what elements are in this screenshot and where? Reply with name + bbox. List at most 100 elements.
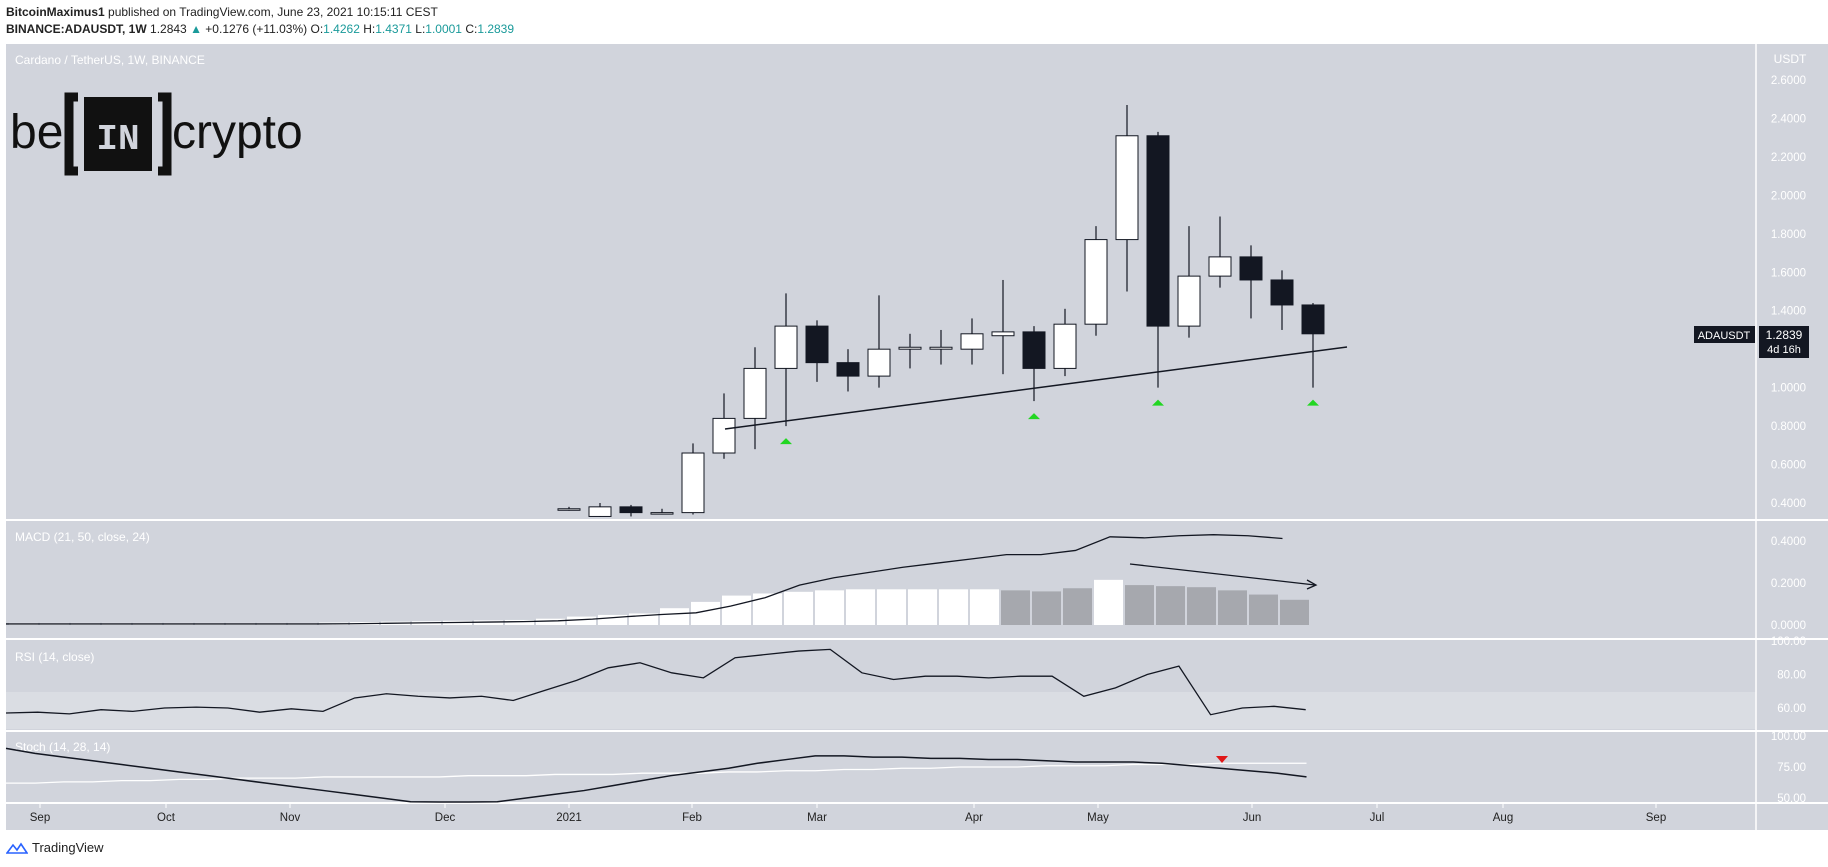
macd-histogram-bar	[846, 589, 875, 625]
rsi-tick-0: 100.00	[1771, 636, 1806, 648]
bearish-cross-marker-icon	[1216, 756, 1228, 763]
candle-up	[960, 333, 984, 350]
macd-histogram-bar	[1218, 590, 1247, 625]
stoch-tick-2: 50.00	[1777, 793, 1806, 805]
candle	[898, 333, 922, 369]
macd-line	[6, 534, 1283, 625]
close-value: 1.2843	[150, 22, 187, 36]
time-label-7: Apr	[965, 812, 983, 824]
candle	[1177, 226, 1201, 338]
rsi-title: RSI (14, close)	[15, 650, 94, 664]
candle	[588, 503, 612, 517]
change-up-icon: ▲	[190, 22, 202, 36]
last-price-tag	[1759, 326, 1809, 358]
candle-up	[588, 506, 612, 517]
logo-left-text: be	[10, 106, 63, 159]
candle	[867, 295, 891, 388]
macd-histogram-bar	[1125, 585, 1154, 625]
candle-up	[929, 346, 953, 350]
candle	[805, 320, 829, 382]
price-tick-labels: 2.6000 2.4000 2.2000 2.0000 1.8000 1.6000 1.40…	[1771, 75, 1806, 510]
price-axis[interactable]	[1756, 44, 1828, 830]
ohlc-legend: BINANCE:ADAUSDT, 1W 1.2843 ▲ +0.1276 (+1…	[6, 21, 514, 37]
time-label-2: Nov	[280, 812, 301, 824]
support-trendline[interactable]	[724, 346, 1348, 430]
tradingview-logo-icon	[6, 842, 28, 854]
candle	[1301, 303, 1325, 388]
footer-brand[interactable]: TradingView	[32, 840, 104, 855]
candle	[991, 279, 1015, 375]
candle	[1146, 131, 1170, 388]
stoch-k-line	[5, 747, 1307, 803]
stoch-title: Stoch (14, 28, 14)	[15, 740, 110, 754]
macd-histogram-bar	[970, 589, 999, 625]
macd-histogram-bar	[660, 608, 689, 625]
price-tick-1: 2.4000	[1771, 113, 1806, 125]
macd-histogram-bar	[908, 589, 937, 625]
candle	[681, 443, 705, 515]
candle	[557, 506, 581, 511]
time-label-11: Aug	[1493, 812, 1513, 824]
price-pane[interactable]	[6, 44, 1756, 519]
macd-histogram-bar	[1032, 591, 1061, 625]
macd-histogram	[9, 579, 1309, 625]
stoch-tick-1: 75.00	[1777, 762, 1806, 774]
macd-histogram-bar	[598, 614, 627, 625]
candle-up	[898, 346, 922, 350]
macd-histogram-bar	[536, 618, 565, 625]
rsi-tick-labels: 100.00 80.00 60.00	[1771, 636, 1806, 715]
macd-histogram-bar	[629, 613, 658, 625]
candle-up	[867, 348, 891, 377]
last-price-value: 1.2839	[1766, 328, 1803, 342]
candle-up	[1115, 135, 1139, 241]
macd-histogram-bar	[691, 601, 720, 625]
candle-up	[1208, 256, 1232, 277]
price-tick-0: 2.6000	[1771, 75, 1806, 87]
stoch-pane[interactable]	[6, 732, 1756, 802]
rsi-line	[5, 648, 1306, 716]
stoch-tick-0: 100.00	[1771, 731, 1806, 743]
symbol-price-tag	[1694, 326, 1755, 343]
macd-histogram-bar	[815, 590, 844, 625]
divergence-arrow[interactable]	[1129, 563, 1316, 586]
low-label: L:	[415, 22, 426, 36]
publisher-name[interactable]: BitcoinMaximus1	[6, 5, 105, 19]
support-up-arrow-icon	[780, 438, 792, 445]
time-label-10: Jul	[1370, 812, 1385, 824]
macd-histogram-bar	[753, 593, 782, 625]
macd-histogram-bar	[784, 591, 813, 625]
candlesticks	[557, 104, 1325, 517]
candle-down	[1239, 256, 1263, 281]
candle	[1115, 104, 1139, 292]
time-axis[interactable]	[6, 804, 1756, 830]
macd-title: MACD (21, 50, close, 24)	[15, 530, 150, 544]
candle-up	[991, 331, 1015, 337]
footer: TradingView	[6, 840, 104, 855]
candle-up	[681, 452, 705, 514]
candle	[712, 393, 736, 459]
rsi-tick-2: 60.00	[1777, 703, 1806, 715]
close-label: C:	[465, 22, 478, 36]
time-label-0: Sep	[30, 812, 50, 824]
candle-up	[557, 508, 581, 511]
low-value: 1.0001	[425, 22, 462, 36]
candle	[836, 349, 860, 392]
time-label-8: May	[1087, 812, 1109, 824]
macd-tick-2: 0.0000	[1771, 620, 1806, 632]
macd-histogram-bar	[877, 589, 906, 625]
change-value: +0.1276 (+11.03%)	[205, 22, 308, 36]
macd-histogram-bar	[1249, 594, 1278, 625]
candle	[1084, 226, 1108, 336]
macd-histogram-bar	[1156, 586, 1185, 625]
candle	[619, 504, 643, 517]
support-up-arrow-icon	[1152, 399, 1164, 406]
time-label-6: Mar	[807, 812, 827, 824]
price-tick-11: 0.4000	[1771, 498, 1806, 510]
time-label-3: Dec	[435, 812, 456, 824]
macd-histogram-bar	[1094, 579, 1123, 625]
macd-histogram-bar	[1001, 590, 1030, 625]
time-label-5: Feb	[682, 812, 702, 824]
candle	[1053, 308, 1077, 377]
bar-countdown: 4d 16h	[1767, 344, 1801, 356]
